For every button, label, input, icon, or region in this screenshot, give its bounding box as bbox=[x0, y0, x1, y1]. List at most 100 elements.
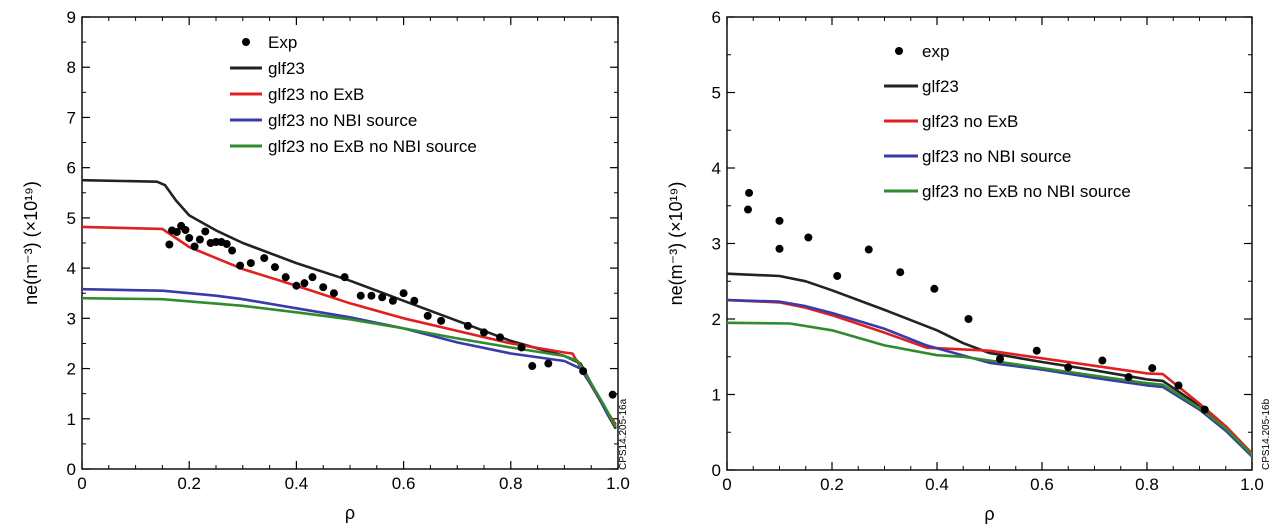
exp-point bbox=[356, 291, 365, 300]
exp-point bbox=[222, 240, 231, 249]
y-tick-label: 4 bbox=[712, 159, 721, 178]
exp-point bbox=[1098, 356, 1107, 365]
exp-point bbox=[281, 273, 290, 282]
exp-point bbox=[745, 188, 754, 197]
exp-point bbox=[1148, 364, 1157, 373]
x-tick-label: 0.6 bbox=[392, 474, 416, 493]
y-axis-title: ne(m⁻³) (×10¹⁹) bbox=[21, 181, 41, 305]
exp-point bbox=[775, 244, 784, 253]
exp-point bbox=[996, 355, 1004, 364]
exp-point bbox=[480, 328, 488, 337]
exp-point bbox=[228, 246, 237, 255]
exp-point bbox=[185, 233, 194, 242]
exp-point bbox=[1032, 346, 1041, 355]
exp-point bbox=[496, 333, 505, 342]
legend-label: exp bbox=[922, 42, 949, 61]
exp-point bbox=[517, 343, 526, 352]
legend-label: glf23 no ExB no NBI source bbox=[922, 182, 1131, 201]
exp-point bbox=[1174, 381, 1183, 390]
series-line-glf23 bbox=[727, 272, 1252, 457]
y-tick-label: 3 bbox=[67, 309, 76, 328]
exp-point bbox=[329, 289, 338, 298]
series-line-glf23-no-nbi-source bbox=[727, 298, 1252, 458]
y-axis-title: ne(m⁻³) (×10¹⁹) bbox=[666, 182, 686, 306]
y-tick-label: 1 bbox=[67, 410, 76, 429]
x-tick-label: 0.6 bbox=[1030, 475, 1054, 494]
exp-point bbox=[172, 227, 181, 236]
legend: Exp glf23 glf23 no ExB glf23 no NBI source g… bbox=[230, 33, 477, 156]
y-tick-label: 2 bbox=[712, 310, 721, 329]
exp-point bbox=[190, 242, 199, 251]
series-group bbox=[82, 178, 617, 430]
y-tick-label: 7 bbox=[67, 108, 76, 127]
exp-point bbox=[410, 296, 419, 305]
exp-point bbox=[1200, 405, 1209, 414]
figure-code-label: CPS14.205-16b bbox=[1261, 398, 1272, 470]
exp-point bbox=[308, 273, 317, 282]
exp-point bbox=[930, 284, 939, 293]
y-tick-label: 0 bbox=[67, 460, 76, 479]
exp-point bbox=[367, 291, 376, 300]
exp-point bbox=[896, 268, 905, 277]
exp-point bbox=[195, 235, 204, 244]
y-tick-label: 3 bbox=[712, 235, 721, 254]
x-tick-label: 0 bbox=[722, 475, 731, 494]
x-tick-label: 0.4 bbox=[285, 474, 309, 493]
legend-label: glf23 no NBI source bbox=[268, 111, 417, 130]
y-tick-label: 5 bbox=[712, 84, 721, 103]
y-tick-label: 2 bbox=[67, 360, 76, 379]
exp-point bbox=[1124, 373, 1133, 382]
exp-point bbox=[437, 316, 446, 325]
series-line-glf23-no-exb bbox=[727, 298, 1252, 455]
exp-point bbox=[378, 293, 387, 302]
series-line-glf23-no-exb-no-nbi-source bbox=[82, 296, 617, 428]
x-axis-title: ρ bbox=[984, 504, 994, 524]
exp-point bbox=[165, 240, 174, 249]
y-tick-label: 6 bbox=[67, 159, 76, 178]
exp-point bbox=[388, 296, 397, 305]
chart-left: 0 1 2 3 4 5 6 7 8 9 0 0.2 0.4 0.6 0.8 1.0 ρ ne(m⁻³) (×10¹… bbox=[21, 8, 630, 523]
exp-point bbox=[246, 259, 255, 268]
series-line-glf23-no-exb bbox=[82, 225, 617, 426]
exp-point bbox=[1064, 363, 1073, 372]
y-tick-label: 5 bbox=[67, 209, 76, 228]
y-tick-label: 4 bbox=[67, 259, 76, 278]
exp-point bbox=[201, 227, 210, 236]
x-tick-label: 0.2 bbox=[177, 474, 201, 493]
legend-label: Exp bbox=[268, 33, 297, 52]
exp-point bbox=[864, 245, 873, 254]
legend-marker-exp bbox=[242, 38, 250, 46]
x-tick-label: 0.2 bbox=[820, 475, 844, 494]
legend: exp glf23 glf23 no ExB glf23 no NBI source g… bbox=[884, 42, 1131, 201]
legend-label: glf23 no ExB no NBI source bbox=[268, 137, 477, 156]
exp-point bbox=[270, 263, 279, 272]
x-tick-label: 1.0 bbox=[606, 474, 630, 493]
x-tick-label: 0.4 bbox=[925, 475, 949, 494]
figure-code-label: CPS14.205-16a bbox=[618, 398, 629, 470]
exp-point bbox=[340, 273, 349, 282]
exp-point bbox=[181, 225, 190, 234]
exp-point bbox=[319, 283, 328, 292]
legend-marker-exp bbox=[895, 47, 903, 55]
exp-point bbox=[964, 315, 973, 323]
x-tick-label: 1.0 bbox=[1240, 475, 1264, 494]
exp-point bbox=[544, 359, 553, 368]
chart-right: 0 1 2 3 4 5 6 0 0.2 0.4 0.6 0.8 1.0 ρ ne(m⁻³) (×10¹⁹) e… bbox=[666, 8, 1272, 524]
exp-point bbox=[804, 233, 813, 242]
x-tick-label: 0.8 bbox=[499, 474, 523, 493]
legend-label: glf23 no ExB bbox=[922, 112, 1018, 131]
legend-label: glf23 bbox=[268, 59, 305, 78]
exp-point bbox=[775, 216, 784, 225]
x-axis-title: ρ bbox=[345, 503, 355, 523]
exp-point bbox=[300, 279, 309, 288]
y-tick-label: 6 bbox=[712, 8, 721, 27]
exp-point bbox=[528, 362, 537, 371]
legend-label: glf23 bbox=[922, 77, 959, 96]
exp-point bbox=[423, 311, 432, 320]
series-line-glf23-no-nbi-source bbox=[82, 287, 617, 428]
y-tick-label: 1 bbox=[712, 386, 721, 405]
exp-point bbox=[833, 271, 842, 280]
x-tick-label: 0 bbox=[77, 474, 86, 493]
y-tick-label: 0 bbox=[712, 461, 721, 480]
